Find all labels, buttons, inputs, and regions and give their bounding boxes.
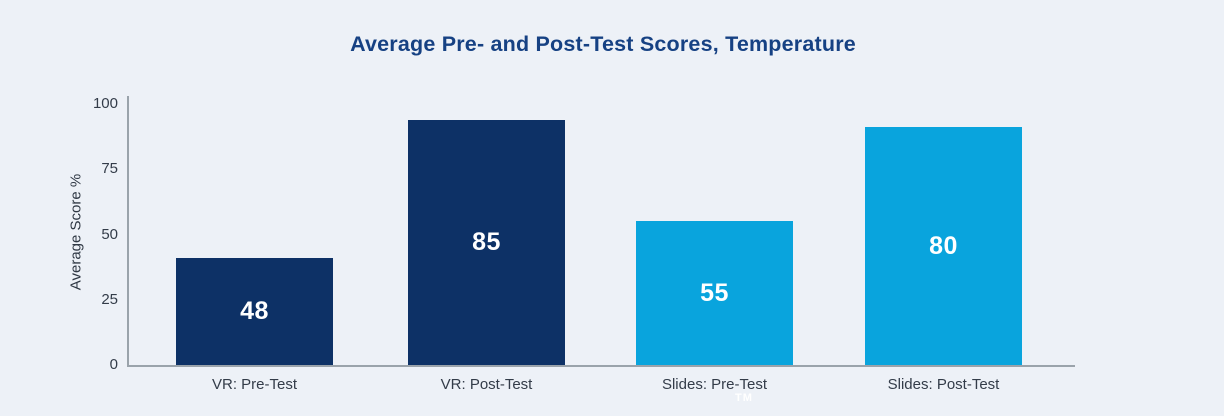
y-tick-label-75: 75 xyxy=(101,160,118,178)
x-tick-label-slides-pre-test: Slides: Pre-Test xyxy=(661,376,768,393)
x-tick-label-vr-post-test: VR: Post-Test xyxy=(440,376,533,393)
y-tick-label-0: 0 xyxy=(109,356,118,373)
bar-vr-pre-test: 48 xyxy=(176,257,333,365)
y-tick-label-100: 100 xyxy=(92,95,118,112)
y-tick-label-50: 50 xyxy=(101,225,118,243)
bar-slides-post-test: 80 xyxy=(865,127,1022,365)
bar-value-label-slides-post-test: 80 xyxy=(929,231,958,260)
bar-value-label-vr-post-test: 85 xyxy=(472,227,501,256)
bar-value-label-slides-pre-test: 55 xyxy=(700,278,729,307)
x-tick-label-vr-pre-test: VR: Pre-Test xyxy=(211,376,298,393)
x-tick-label-slides-post-test: Slides: Post-Test xyxy=(887,376,1000,393)
chart-title: Average Pre- and Post-Test Scores, Tempe… xyxy=(350,32,856,56)
bar-vr-post-test: 85 xyxy=(408,119,565,365)
y-tick-label-25: 25 xyxy=(101,290,118,308)
bar-value-label-vr-pre-test: 48 xyxy=(240,296,269,325)
watermark-text: TM xyxy=(735,392,753,404)
x-axis-line xyxy=(127,365,1075,367)
y-axis-line xyxy=(127,96,129,367)
bar-slides-pre-test: 55 xyxy=(636,221,793,365)
